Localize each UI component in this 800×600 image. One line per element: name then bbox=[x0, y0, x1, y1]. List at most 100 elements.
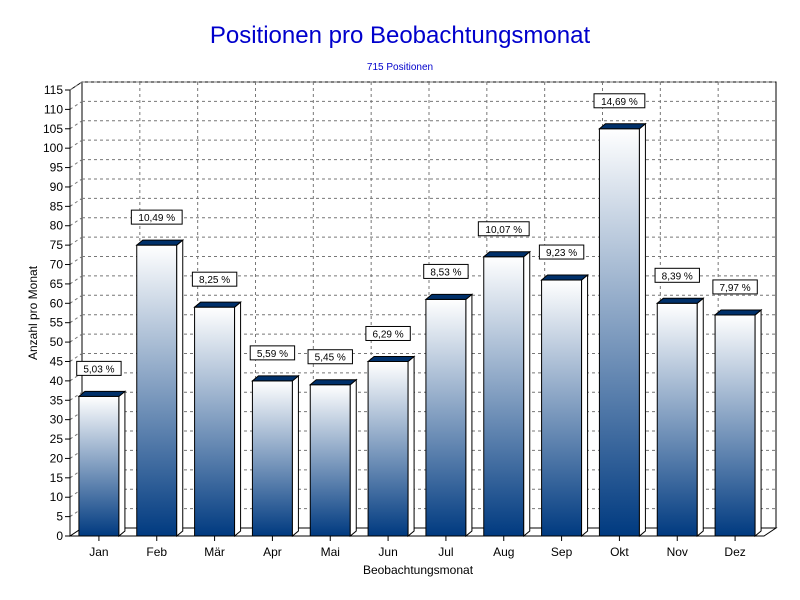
y-tick-label: 35 bbox=[50, 393, 64, 407]
bar bbox=[309, 384, 351, 537]
grid-line-side bbox=[69, 217, 83, 227]
data-label-box bbox=[365, 325, 411, 341]
data-label-box bbox=[593, 93, 646, 109]
data-label: 10,07 % bbox=[485, 225, 522, 236]
bar-side bbox=[696, 297, 704, 538]
y-tick-label: 15 bbox=[50, 471, 64, 485]
y-tick-label: 90 bbox=[50, 180, 64, 194]
bar-top bbox=[308, 379, 358, 386]
y-tick-label: 85 bbox=[50, 199, 64, 213]
data-label-box bbox=[477, 221, 530, 237]
grid-line-side bbox=[69, 236, 83, 246]
data-label: 9,23 % bbox=[546, 248, 577, 259]
y-tick-label: 105 bbox=[43, 122, 63, 136]
y-tick-label: 30 bbox=[50, 413, 64, 427]
bar-side bbox=[581, 273, 589, 538]
x-tick-label: Jan bbox=[89, 545, 108, 559]
grid-line-side bbox=[69, 256, 83, 265]
data-label-box bbox=[307, 349, 353, 365]
bar-side bbox=[638, 122, 646, 538]
y-tick-label: 65 bbox=[50, 277, 64, 291]
bar-side bbox=[234, 301, 242, 538]
y-axis-label: Anzahl pro Monat bbox=[26, 265, 40, 360]
grid-line-side bbox=[69, 159, 83, 168]
x-tick-label: Nov bbox=[667, 545, 688, 559]
data-label: 5,45 % bbox=[315, 353, 346, 364]
grid-line-side bbox=[69, 333, 83, 343]
bar bbox=[656, 302, 698, 537]
bar-top bbox=[193, 301, 242, 308]
y-tick-label: 0 bbox=[56, 529, 63, 543]
x-axis-label: Beobachtungsmonat bbox=[363, 563, 474, 577]
y-tick-label: 25 bbox=[50, 432, 64, 446]
bar bbox=[541, 279, 583, 537]
x-tick-label: Jul bbox=[438, 545, 453, 559]
y-tick-label: 80 bbox=[50, 219, 64, 233]
bar-top bbox=[251, 375, 300, 382]
data-label: 14,69 % bbox=[601, 97, 638, 108]
bar bbox=[714, 314, 756, 537]
grid-line-side bbox=[69, 100, 83, 110]
x-tick-label: Mär bbox=[204, 545, 225, 559]
y-tick-label: 70 bbox=[50, 258, 64, 272]
bar-top bbox=[598, 123, 647, 130]
y-tick-label: 45 bbox=[50, 354, 64, 368]
data-label: 7,97 % bbox=[720, 283, 751, 294]
data-label: 8,53 % bbox=[430, 267, 461, 278]
data-label: 10,49 % bbox=[138, 213, 175, 224]
data-label-box bbox=[191, 271, 238, 287]
bar-top bbox=[424, 293, 474, 300]
x-tick-label: Apr bbox=[263, 545, 282, 559]
bar bbox=[251, 380, 293, 537]
bar bbox=[78, 395, 120, 537]
y-tick-label: 60 bbox=[50, 296, 64, 310]
bar-side bbox=[291, 374, 299, 538]
bar-top bbox=[366, 355, 416, 362]
x-tick-label: Okt bbox=[610, 545, 629, 559]
bar bbox=[483, 256, 525, 537]
bar bbox=[136, 244, 178, 537]
grid-line-side bbox=[69, 275, 83, 285]
bar-side bbox=[176, 239, 184, 538]
bar bbox=[367, 360, 409, 537]
data-label-box bbox=[712, 279, 758, 295]
grid-line-side bbox=[69, 314, 83, 324]
chart-subtitle: 715 Positionen bbox=[366, 62, 434, 73]
data-label: 5,59 % bbox=[257, 349, 288, 360]
x-tick-label: Feb bbox=[146, 545, 167, 559]
data-label-box bbox=[654, 267, 700, 283]
y-tick-label: 40 bbox=[50, 374, 64, 388]
grid-line-side bbox=[69, 197, 83, 207]
y-tick-label: 10 bbox=[50, 490, 64, 504]
y-tick-label: 115 bbox=[44, 83, 63, 97]
bar bbox=[425, 298, 467, 537]
y-tick-label: 75 bbox=[50, 238, 64, 252]
grid-line-side bbox=[69, 120, 83, 130]
bar-side bbox=[523, 250, 531, 538]
y-tick-label: 20 bbox=[50, 451, 64, 465]
grid-line-side bbox=[69, 81, 83, 91]
bar-side bbox=[349, 378, 357, 538]
data-label-box bbox=[130, 209, 183, 225]
y-tick-label: 100 bbox=[43, 141, 63, 155]
grid-line-side bbox=[69, 391, 83, 401]
bar-top bbox=[77, 390, 127, 397]
bar-top bbox=[482, 251, 532, 258]
x-tick-label: Sep bbox=[551, 545, 573, 559]
data-label: 6,29 % bbox=[373, 329, 404, 340]
grid-line-side bbox=[69, 139, 83, 149]
grid-line-side bbox=[69, 353, 83, 362]
data-label-box bbox=[76, 360, 122, 376]
x-tick-label: Mai bbox=[321, 545, 340, 559]
grid-line-side bbox=[69, 178, 83, 188]
data-label-box bbox=[538, 244, 585, 260]
bar-side bbox=[754, 308, 762, 538]
bar-side bbox=[118, 390, 126, 538]
bar-top bbox=[713, 309, 763, 316]
bar-top bbox=[540, 274, 589, 281]
grid-line-side bbox=[69, 294, 83, 304]
y-tick-label: 50 bbox=[50, 335, 64, 349]
data-label: 8,39 % bbox=[662, 271, 693, 282]
y-tick-label: 55 bbox=[50, 316, 64, 330]
